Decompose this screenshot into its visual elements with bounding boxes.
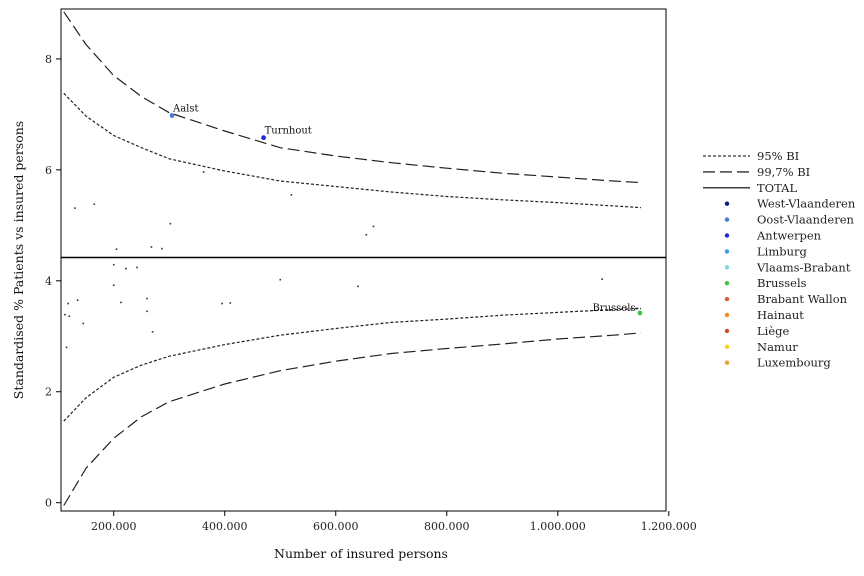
x-tick-label: 1.200.000: [641, 520, 697, 533]
point-label: Aalst: [172, 104, 199, 115]
point-label: Brussels-: [592, 303, 638, 314]
confidence-lines: [61, 11, 666, 506]
ci997-lower-line: [63, 332, 642, 506]
legend-label: Oost-Vlaanderen: [757, 213, 854, 227]
x-tick-label: 1.000.000: [530, 520, 586, 533]
y-tick-label: 4: [45, 275, 52, 288]
legend-label: Brabant Wallon: [757, 292, 848, 306]
data-point: [115, 248, 118, 250]
legend-label: Hainaut: [757, 308, 804, 322]
legend-label: Luxembourg: [757, 356, 831, 370]
data-point: [151, 331, 154, 333]
data-point: [146, 310, 148, 313]
legend-label: 99,7% BI: [757, 165, 810, 179]
highlighted-point: [169, 113, 175, 118]
data-point: [120, 301, 122, 304]
legend-point-swatch: [724, 201, 730, 206]
x-tick-label: 200.000: [91, 520, 137, 533]
data-points: Aalst Turnhout Brussels-: [64, 104, 643, 349]
legend-point-swatch: [724, 265, 730, 270]
data-point: [74, 207, 76, 209]
legend-label: 95% BI: [757, 149, 799, 163]
data-point: [372, 225, 375, 228]
data-point: [601, 278, 603, 280]
x-tick-label: 600.000: [313, 520, 359, 533]
data-point: [290, 194, 293, 196]
data-point: [82, 322, 85, 325]
data-point: [365, 233, 368, 236]
ci997-upper-line: [63, 11, 642, 184]
data-point: [112, 263, 115, 266]
data-point: [146, 297, 148, 300]
y-tick-label: 8: [45, 53, 52, 66]
data-point: [125, 267, 127, 270]
legend-label: Vlaams-Brabant: [756, 260, 851, 274]
data-point: [169, 222, 172, 225]
data-point: [76, 299, 79, 302]
data-point: [64, 313, 66, 316]
legend-point-swatch: [724, 233, 730, 238]
data-point: [229, 302, 232, 304]
data-point: [202, 171, 205, 173]
data-point: [65, 346, 68, 349]
highlighted-point: [637, 310, 643, 316]
legend-label: Namur: [757, 340, 798, 354]
data-point: [279, 278, 282, 281]
data-point: [68, 315, 71, 318]
y-tick-label: 2: [45, 386, 52, 399]
axis-ticks: 200.000 400.000 600.000 800.000 1.000.000 1.2…: [45, 53, 697, 533]
legend-point-swatch: [724, 312, 730, 318]
legend-label: West-Vlaanderen: [757, 197, 856, 211]
ci95-lower-line: [63, 307, 642, 422]
data-point: [136, 266, 138, 269]
legend-label: Antwerpen: [756, 229, 822, 243]
legend-point-swatch: [724, 344, 730, 349]
y-axis-label: Standardised % Patients vs insured perso…: [11, 121, 26, 399]
legend-point-swatch: [724, 217, 730, 222]
plot-frame: [60, 8, 667, 512]
data-point: [93, 203, 96, 206]
data-point: [67, 302, 70, 305]
legend-point-swatch: [724, 249, 730, 254]
y-tick-label: 6: [45, 164, 52, 177]
x-tick-label: 800.000: [424, 520, 470, 533]
data-point: [112, 284, 115, 287]
x-axis-label: Number of insured persons: [274, 546, 448, 561]
legend-point-swatch: [724, 296, 730, 302]
legend: 95% BI 99,7% BI TOTAL West-Vlaanderen Oost-V…: [703, 149, 856, 370]
x-tick-label: 400.000: [202, 520, 248, 533]
legend-label: Brussels: [757, 276, 807, 290]
ci95-upper-line: [63, 92, 642, 209]
data-point: [161, 247, 163, 250]
legend-label: TOTAL: [757, 181, 797, 195]
legend-point-swatch: [724, 328, 730, 334]
highlighted-point: [261, 135, 266, 141]
legend-point-swatch: [724, 281, 730, 286]
y-tick-label: 0: [45, 497, 52, 510]
legend-point-swatch: [724, 360, 730, 365]
data-point: [357, 285, 359, 288]
point-label: Turnhout: [265, 126, 312, 137]
data-point: [221, 302, 223, 305]
data-point: [150, 246, 153, 248]
legend-label: Liège: [757, 324, 789, 338]
legend-label: Limburg: [757, 244, 807, 258]
